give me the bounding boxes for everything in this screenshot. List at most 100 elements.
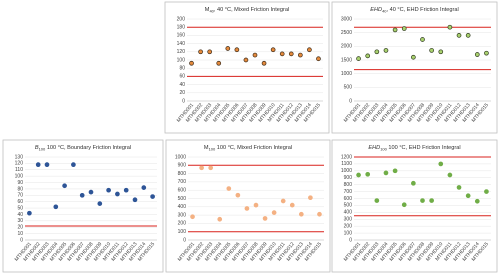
title-subscript: 100 <box>380 147 387 152</box>
y-tick-label: 200 <box>344 223 353 229</box>
data-point <box>279 51 285 57</box>
data-point <box>123 187 129 193</box>
panel-border <box>164 1 330 134</box>
data-point <box>190 214 195 220</box>
data-point <box>244 206 250 211</box>
data-point <box>235 192 241 198</box>
data-point <box>401 202 407 208</box>
title-text: 100 °C, Mixed Friction Integral <box>215 145 292 151</box>
y-tick-label: 100 <box>344 230 353 236</box>
data-point <box>225 46 231 51</box>
y-tick-label: 60 <box>17 199 23 205</box>
data-point <box>298 211 304 217</box>
y-tick-label: 0 <box>183 237 186 243</box>
data-point <box>289 202 295 208</box>
data-point <box>411 180 416 186</box>
data-point <box>288 51 294 57</box>
y-tick-label: 800 <box>178 171 187 177</box>
y-tick-label: 800 <box>344 182 353 188</box>
data-point <box>438 49 444 55</box>
data-point <box>62 183 67 189</box>
y-tick-label: 50 <box>17 205 23 211</box>
y-tick-label: 60 <box>179 74 185 80</box>
y-tick-label: 700 <box>344 189 353 195</box>
title-symbol: B <box>35 145 39 151</box>
y-tick-label: 100 <box>15 173 24 179</box>
data-point <box>253 202 259 208</box>
data-point <box>420 198 425 203</box>
y-tick-label: 120 <box>15 161 24 167</box>
y-tick-label: 70 <box>17 193 23 199</box>
data-point <box>189 60 194 66</box>
chart-title: M100 100 °C, Mixed Friction Integral <box>204 145 292 151</box>
y-tick-label: 1100 <box>341 161 352 167</box>
title-symbol: EHD <box>368 145 380 151</box>
y-tick-label: 100 <box>178 229 187 235</box>
data-point <box>234 47 240 53</box>
chart-title: EHD40, 40 °C, EHD Friction Integral <box>370 7 458 13</box>
y-tick-label: 400 <box>344 210 353 216</box>
title-symbol: M <box>204 145 209 151</box>
y-tick-label: 500 <box>178 196 187 202</box>
y-tick-label: 1200 <box>341 154 352 160</box>
chart-title: M40, 40 °C, Mixed Friction Integral <box>205 7 289 13</box>
data-point <box>316 56 321 62</box>
y-tick-label: 1000 <box>341 71 352 77</box>
data-point <box>71 162 76 168</box>
data-point <box>465 33 471 38</box>
data-point <box>115 191 120 197</box>
y-tick-label: 300 <box>344 217 353 223</box>
data-point <box>365 53 371 59</box>
y-tick-label: 30 <box>17 218 23 224</box>
y-tick-label: 40 <box>179 82 185 88</box>
data-point <box>317 211 322 217</box>
y-tick-label: 600 <box>344 196 353 202</box>
title-symbol: EHD <box>370 7 382 13</box>
data-point <box>429 48 434 53</box>
y-tick-label: 20 <box>17 225 23 231</box>
data-point <box>198 49 203 55</box>
data-point <box>484 50 489 56</box>
data-point <box>383 170 389 176</box>
data-point <box>53 204 59 210</box>
title-text: 100 °C, Boundary Friction Integral <box>45 145 131 151</box>
data-point <box>383 48 389 53</box>
y-tick-label: 110 <box>15 167 23 173</box>
data-point <box>356 172 361 178</box>
data-point <box>27 210 32 216</box>
y-tick-label: 0 <box>182 98 185 104</box>
y-tick-label: 140 <box>177 41 186 47</box>
data-point <box>484 189 489 194</box>
y-tick-label: 10 <box>17 231 23 237</box>
y-tick-label: 2500 <box>341 30 352 36</box>
data-point <box>365 171 371 177</box>
data-point <box>226 186 232 191</box>
data-point <box>411 54 416 60</box>
data-point <box>474 198 480 204</box>
data-point <box>401 26 407 31</box>
panel-border <box>2 139 164 273</box>
chart-panel: M40, 40 °C, Mixed Friction Integral02040… <box>164 1 330 134</box>
title-symbol: M <box>205 7 210 13</box>
data-point <box>243 57 249 63</box>
data-point <box>150 194 155 199</box>
data-point <box>392 27 398 33</box>
y-tick-label: 80 <box>17 186 23 192</box>
data-point <box>208 165 214 171</box>
data-point <box>252 52 258 58</box>
y-tick-label: 0 <box>349 98 352 104</box>
data-point <box>270 47 276 53</box>
data-point <box>261 60 267 66</box>
data-point <box>392 168 398 174</box>
data-point <box>207 49 213 55</box>
y-tick-label: 1000 <box>341 168 352 174</box>
data-point <box>447 172 453 178</box>
y-tick-label: 80 <box>179 66 185 72</box>
panel-border <box>331 139 498 273</box>
y-tick-label: 200 <box>177 16 186 22</box>
data-point <box>217 216 223 222</box>
chart-panel: EHD40, 40 °C, EHD Friction Integral 0 500 1… <box>331 1 498 134</box>
data-point <box>465 193 471 199</box>
title-text: , 40 °C, Mixed Friction Integral <box>214 7 289 13</box>
y-tick-label: 600 <box>178 188 187 194</box>
